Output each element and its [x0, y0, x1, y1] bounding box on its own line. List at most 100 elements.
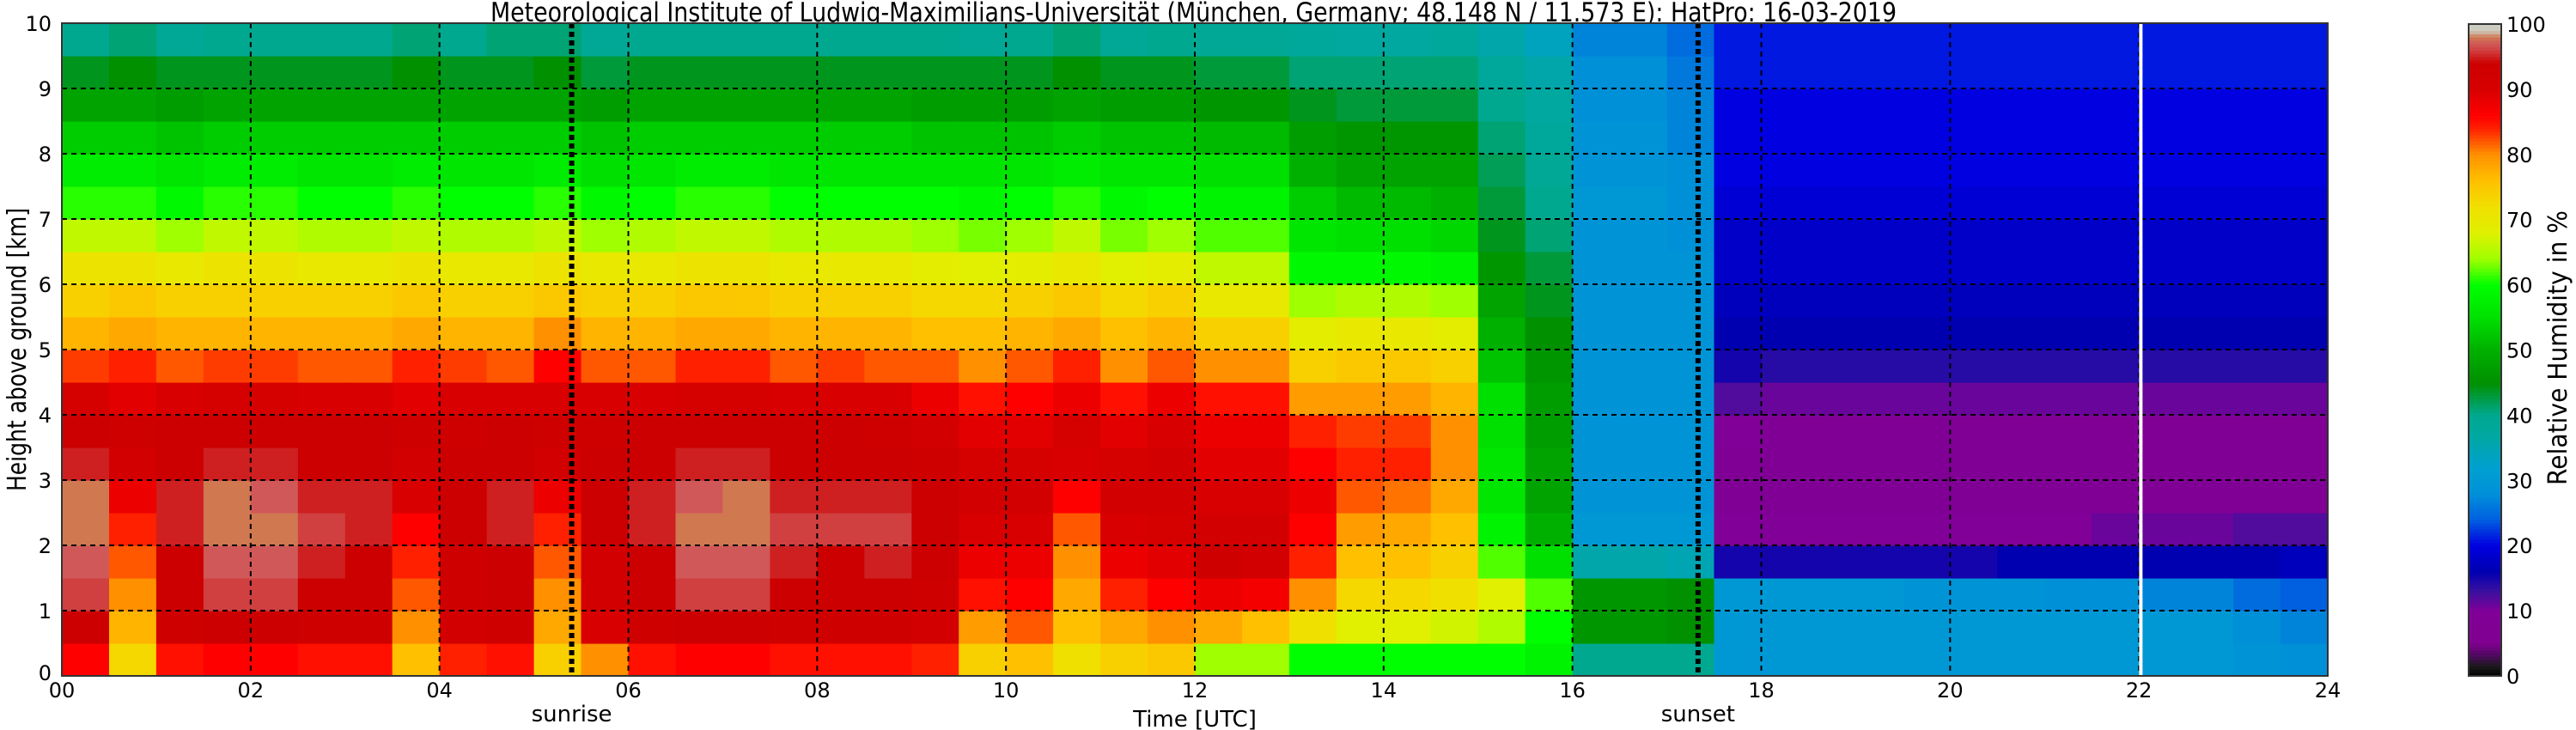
heatmap-cell — [1288, 643, 1337, 677]
colorbar-segment — [2469, 405, 2501, 410]
heatmap-cell — [1666, 154, 1715, 187]
heatmap-cell — [1242, 252, 1290, 285]
heatmap-cell — [1808, 121, 1857, 155]
heatmap-cell — [959, 186, 1007, 220]
colorbar-segment — [2469, 473, 2501, 478]
colorbar-segment — [2469, 506, 2501, 510]
heatmap-cell — [1195, 643, 1243, 677]
heatmap-cell — [155, 284, 204, 318]
heatmap-cell — [1336, 317, 1385, 350]
colorbar-segment — [2469, 653, 2501, 657]
heatmap-cell — [1572, 513, 1621, 546]
heatmap-cell — [722, 382, 770, 416]
heatmap-cell — [1195, 611, 1243, 644]
heatmap-cell — [1148, 513, 1196, 546]
heatmap-cell — [1666, 350, 1715, 383]
heatmap-cell — [1666, 447, 1715, 481]
heatmap-cell — [1006, 480, 1054, 514]
colorbar-segment — [2469, 248, 2501, 253]
heatmap-cell — [675, 382, 724, 416]
colorbar-segment — [2469, 633, 2501, 637]
heatmap-cell — [1997, 219, 2045, 252]
heatmap-cell — [1430, 219, 1479, 252]
heatmap-cell — [109, 447, 157, 481]
heatmap-cell — [2186, 121, 2234, 155]
heatmap-cell — [1572, 545, 1621, 579]
colorbar-segment — [2469, 493, 2501, 497]
heatmap-cell — [675, 186, 724, 220]
heatmap-cell — [1477, 480, 1526, 514]
heatmap-cell — [770, 447, 818, 481]
heatmap-cell — [1855, 480, 1903, 514]
heatmap-cell — [1903, 154, 1951, 187]
colorbar-segment — [2469, 199, 2501, 204]
heatmap-cell — [1855, 154, 1903, 187]
colorbar-segment — [2469, 326, 2501, 332]
heatmap-cell — [2281, 578, 2329, 611]
heatmap-cell — [297, 545, 346, 579]
heatmap-cell — [1525, 447, 1574, 481]
heatmap-cell — [1950, 121, 1998, 155]
heatmap-cell — [1006, 186, 1054, 220]
heatmap-cell — [1997, 154, 2045, 187]
heatmap-cell — [203, 317, 252, 350]
heatmap-cell — [722, 23, 770, 57]
heatmap-cell — [581, 382, 630, 416]
heatmap-cell — [1148, 545, 1196, 579]
heatmap-cell — [250, 252, 299, 285]
colorbar-segment — [2469, 672, 2501, 677]
heatmap-cell — [1148, 121, 1196, 155]
heatmap-cell — [864, 415, 912, 448]
heatmap-cell — [1855, 317, 1903, 350]
heatmap-cell — [1903, 23, 1951, 57]
heatmap-cell — [1336, 545, 1385, 579]
heatmap-cell — [2139, 611, 2187, 644]
heatmap-cell — [109, 252, 157, 285]
colorbar-segment — [2469, 441, 2501, 446]
colorbar-segment — [2469, 526, 2501, 530]
heatmap-cell — [1714, 56, 1763, 89]
heatmap-cell — [344, 382, 393, 416]
heatmap-cell — [1100, 219, 1148, 252]
heatmap-cell — [1525, 317, 1574, 350]
heatmap-cell — [1195, 578, 1243, 611]
heatmap-cell — [1761, 317, 1810, 350]
colorbar-segment — [2469, 281, 2501, 286]
colorbar-segment — [2469, 210, 2501, 214]
heatmap-cell — [439, 121, 488, 155]
heatmap-cell — [817, 317, 865, 350]
heatmap-cell — [1666, 23, 1715, 57]
colorbar-segment — [2469, 86, 2501, 90]
colorbar-segment — [2469, 112, 2501, 116]
heatmap-cell — [1006, 513, 1054, 546]
heatmap-cell — [486, 578, 535, 611]
heatmap-cell — [62, 611, 110, 644]
colorbar-segment — [2469, 203, 2501, 208]
heatmap-cell — [911, 23, 959, 57]
heatmap-cell — [1336, 350, 1385, 383]
heatmap-cell — [2092, 186, 2140, 220]
heatmap-cell — [2281, 611, 2329, 644]
colorbar-segment — [2469, 259, 2501, 263]
heatmap-cell — [1477, 382, 1526, 416]
heatmap-cell — [1288, 513, 1337, 546]
colorbar-segment — [2469, 353, 2501, 357]
colorbar-segment — [2469, 161, 2501, 165]
heatmap-cell — [959, 88, 1007, 122]
heatmap-cell — [911, 350, 959, 383]
heatmap-cell — [1619, 56, 1668, 89]
colorbar-segment — [2469, 613, 2501, 618]
heatmap-cell — [62, 219, 110, 252]
heatmap-cell — [1950, 350, 1998, 383]
colorbar-segment — [2469, 99, 2501, 103]
heatmap-cell — [722, 480, 770, 514]
heatmap-cell — [533, 317, 582, 350]
colorbar-tick-label: 50 — [2506, 339, 2533, 363]
heatmap-cell — [2233, 447, 2281, 481]
heatmap-cell — [2092, 447, 2140, 481]
colorbar-segment — [2469, 656, 2501, 660]
heatmap-cell — [203, 545, 252, 579]
heatmap-cell — [770, 545, 818, 579]
heatmap-cell — [1053, 447, 1101, 481]
colorbar-segment — [2469, 278, 2501, 283]
